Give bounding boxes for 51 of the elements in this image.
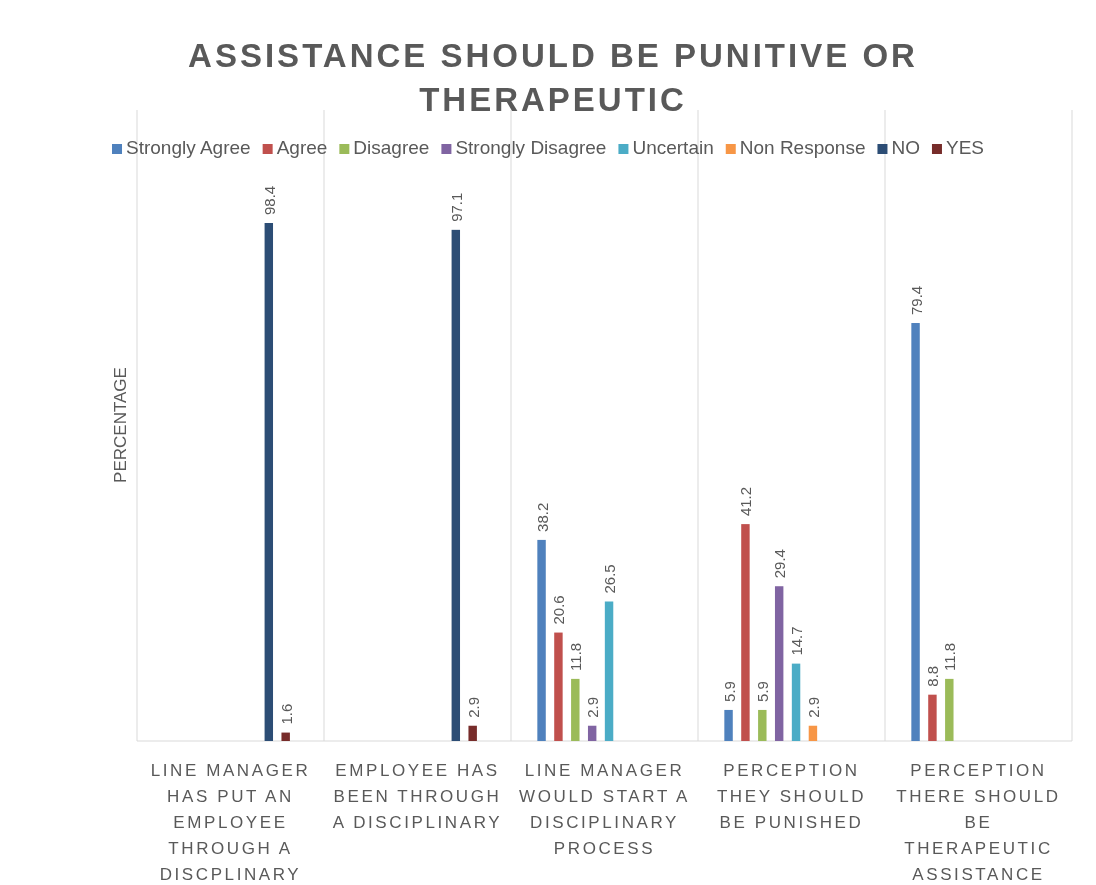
bar (281, 732, 290, 741)
data-label: 1.6 (277, 703, 295, 725)
bar (911, 323, 920, 741)
legend-label: Uncertain (632, 137, 714, 158)
legend-label: NO (891, 137, 920, 158)
data-label: 38.2 (533, 502, 551, 532)
y-axis-title: PERCENTAGE (111, 367, 130, 483)
bar (537, 539, 546, 741)
bar (571, 678, 580, 741)
legend-label: Strongly Disagree (455, 137, 607, 158)
bar (587, 725, 597, 741)
bar (554, 632, 563, 741)
data-label: 98.4 (260, 185, 278, 215)
data-label: 8.8 (924, 665, 942, 687)
bar (758, 709, 767, 741)
bar (451, 229, 461, 741)
data-label: 2.9 (584, 696, 602, 718)
chart-title: ASSISTANCE SHOULD BE PUNITIVE OR THERAPEUTIC (188, 37, 918, 118)
legend-label: YES (945, 137, 984, 158)
legend-label: Strongly Agree (126, 137, 251, 158)
legend-label: Non Response (739, 137, 866, 158)
data-label: 5.9 (754, 681, 772, 702)
bar (468, 725, 477, 741)
legend-label: Agree (276, 137, 328, 158)
x-tick-label: LINE MANAGER WOULD START A DISCIPLINARY PROCESS (519, 761, 690, 858)
x-tick-label: PERCEPTION THEY SHOULD BE PUNISHED (716, 761, 867, 832)
bar (774, 586, 784, 741)
data-label: 97.1 (447, 192, 465, 222)
bar (724, 709, 733, 741)
bar (604, 601, 614, 741)
bar (741, 524, 750, 741)
data-label: 14.7 (788, 626, 806, 656)
data-label: 20.6 (550, 595, 568, 625)
bar (945, 678, 954, 741)
data-label: 5.9 (720, 681, 738, 702)
data-label: 79.4 (907, 285, 925, 316)
data-label: 41.2 (737, 486, 755, 517)
bar (808, 725, 818, 741)
x-tick-label: EMPLOYEE HAS BEEN THROUGH A DISCIPLINARY (332, 761, 503, 832)
data-label: 26.5 (601, 564, 619, 594)
x-tick-label: LINE MANAGER HAS PUT AN EMPLOYEE THROUGH A DISCPLINARY (150, 761, 311, 884)
legend-label: Disagree (353, 137, 430, 158)
bar (928, 694, 937, 741)
data-label: 2.9 (804, 696, 822, 718)
bar (791, 663, 801, 741)
data-label: 11.8 (567, 642, 585, 671)
data-label: 11.8 (941, 642, 959, 671)
data-label: 2.9 (464, 696, 482, 718)
bar (264, 223, 274, 741)
x-tick-label: PERCEPTION THERE SHOULD BE THERAPEUTIC ASSISTANCE (896, 761, 1061, 884)
data-label: 29.4 (771, 549, 789, 579)
